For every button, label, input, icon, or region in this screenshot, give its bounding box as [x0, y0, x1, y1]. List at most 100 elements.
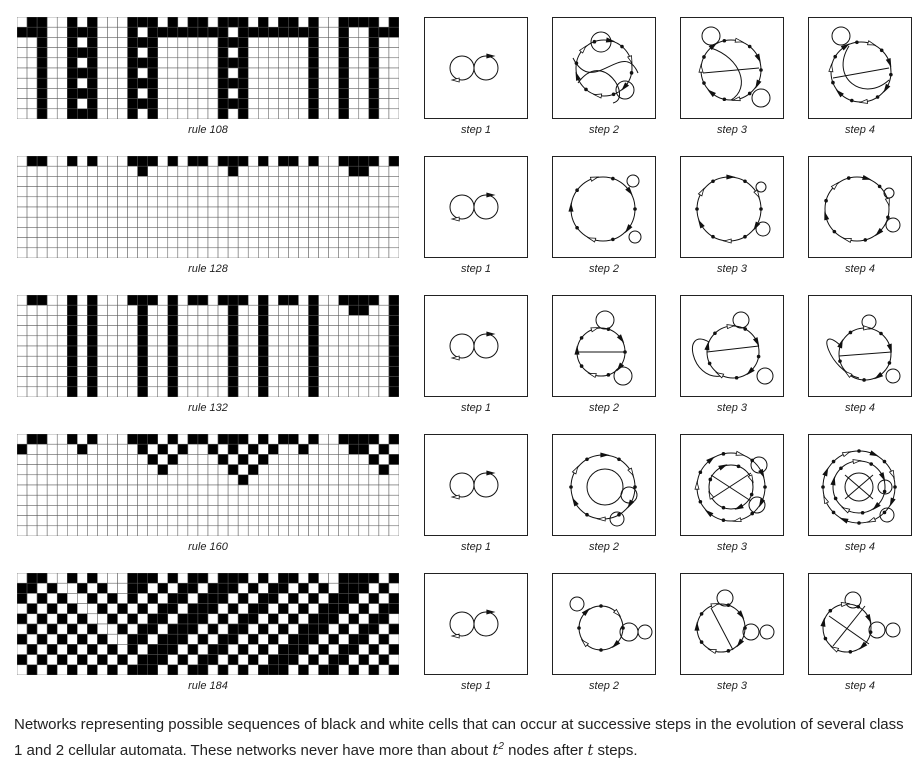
network-node — [828, 608, 833, 613]
network-node — [707, 361, 712, 366]
ca-cell — [268, 176, 279, 187]
ca-cell — [338, 633, 349, 645]
ca-cell — [358, 345, 370, 357]
figure-row-rule-108: rule 108 step 1 step 2 step 3 step 4 — [0, 0, 924, 140]
ca-cell — [328, 237, 339, 249]
ca-cell — [56, 335, 68, 347]
ca-cell — [197, 37, 209, 48]
ca-cell — [97, 196, 108, 208]
network-arrow — [841, 506, 851, 514]
ca-cell — [358, 227, 370, 238]
ca-cell — [177, 573, 189, 584]
ca-cell — [207, 613, 219, 625]
ca-cell — [328, 98, 339, 110]
ca-cell — [227, 505, 239, 516]
ca-cell — [328, 573, 339, 584]
ca-cell — [388, 186, 399, 198]
ca-cell — [197, 26, 209, 38]
ca-cell — [268, 633, 279, 645]
ca-cell — [338, 325, 349, 337]
ca-cell — [338, 484, 349, 496]
ca-cell — [278, 315, 289, 326]
ca-cell — [237, 582, 249, 594]
ca-cell — [338, 443, 349, 455]
ca-cell — [328, 474, 339, 486]
network-edge — [572, 57, 639, 74]
ca-cell — [258, 196, 269, 208]
ca-cell — [77, 474, 88, 486]
ca-cell — [26, 17, 38, 28]
ca-cell — [77, 88, 88, 99]
ca-cell — [268, 664, 279, 675]
ca-cell — [278, 613, 289, 625]
ca-cell — [247, 613, 259, 625]
ca-cell — [26, 196, 38, 208]
network-arrow — [758, 498, 766, 508]
ca-cell — [127, 434, 138, 445]
network-loop — [473, 55, 499, 81]
ca-cell — [328, 77, 339, 89]
ca-cell — [36, 247, 48, 258]
ca-cell — [17, 196, 28, 208]
ca-cell — [378, 165, 390, 177]
ca-cell — [56, 345, 68, 357]
ca-cell — [107, 47, 118, 59]
ca-cell — [288, 613, 299, 625]
ca-cell — [388, 443, 399, 455]
ca-cell — [348, 484, 360, 496]
ca-cell — [237, 315, 249, 326]
ca-cell — [147, 603, 158, 615]
ca-cell — [348, 26, 360, 38]
ca-cell — [207, 17, 219, 28]
network-loop — [620, 486, 638, 504]
network-step-2 — [552, 156, 656, 258]
network-arrow — [824, 211, 830, 221]
ca-cell — [137, 156, 148, 167]
network-arrow — [450, 494, 460, 500]
ca-cell — [127, 474, 138, 486]
ca-cell — [388, 165, 399, 177]
ca-cell — [308, 654, 319, 666]
ca-cell — [187, 345, 199, 357]
ca-cell — [77, 494, 88, 506]
ca-cell — [288, 525, 299, 536]
ca-cell — [388, 355, 399, 367]
ca-cell — [77, 216, 88, 228]
ca-cell — [237, 98, 249, 110]
ca-cell — [56, 644, 68, 655]
ca-cell — [328, 345, 339, 357]
ca-cell — [107, 434, 118, 445]
ca-cell — [197, 17, 209, 28]
ca-cell — [127, 664, 138, 675]
ca-cell — [87, 603, 98, 615]
network-arrow — [600, 452, 610, 458]
ca-cell — [368, 505, 380, 516]
ca-cell — [388, 505, 399, 516]
network-node — [846, 176, 851, 180]
network-step-4 — [808, 156, 912, 258]
ca-cell — [67, 434, 78, 445]
network-loop — [473, 333, 499, 359]
ca-cell — [207, 176, 219, 187]
ca-cell — [258, 633, 269, 645]
ca-cell — [127, 26, 138, 38]
ca-cell — [308, 593, 319, 604]
network-loop — [701, 26, 721, 46]
ca-cell — [97, 494, 108, 506]
ca-cell — [26, 484, 38, 496]
ca-cell — [157, 603, 169, 615]
ca-cell — [187, 77, 199, 89]
ca-cell — [77, 186, 88, 198]
ca-cell — [36, 623, 48, 635]
ca-cell — [36, 108, 48, 119]
ca-cell — [56, 664, 68, 675]
ca-cell — [217, 325, 229, 337]
ca-cell — [56, 464, 68, 476]
ca-cell — [388, 603, 399, 615]
ca-cell — [187, 582, 199, 594]
ca-cell — [87, 664, 98, 675]
ca-cell — [167, 443, 179, 455]
ca-cell — [258, 484, 269, 496]
ca-cell — [298, 386, 309, 397]
ca-cell — [268, 98, 279, 110]
